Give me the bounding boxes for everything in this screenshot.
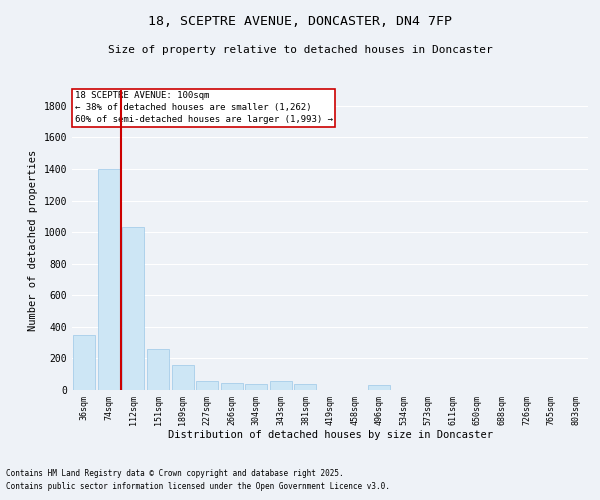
X-axis label: Distribution of detached houses by size in Doncaster: Distribution of detached houses by size … — [167, 430, 493, 440]
Bar — [196, 382, 218, 390]
Y-axis label: Number of detached properties: Number of detached properties — [28, 150, 38, 330]
Bar — [245, 384, 268, 390]
Text: Size of property relative to detached houses in Doncaster: Size of property relative to detached ho… — [107, 45, 493, 55]
Text: Contains public sector information licensed under the Open Government Licence v3: Contains public sector information licen… — [6, 482, 390, 491]
Text: 18, SCEPTRE AVENUE, DONCASTER, DN4 7FP: 18, SCEPTRE AVENUE, DONCASTER, DN4 7FP — [148, 15, 452, 28]
Bar — [172, 364, 194, 390]
Bar — [270, 382, 292, 390]
Bar — [98, 169, 120, 390]
Bar — [122, 228, 145, 390]
Bar — [368, 386, 390, 390]
Text: Contains HM Land Registry data © Crown copyright and database right 2025.: Contains HM Land Registry data © Crown c… — [6, 468, 344, 477]
Text: 18 SCEPTRE AVENUE: 100sqm
← 38% of detached houses are smaller (1,262)
60% of se: 18 SCEPTRE AVENUE: 100sqm ← 38% of detac… — [74, 92, 332, 124]
Bar — [147, 349, 169, 390]
Bar — [221, 383, 243, 390]
Bar — [295, 384, 316, 390]
Bar — [73, 334, 95, 390]
